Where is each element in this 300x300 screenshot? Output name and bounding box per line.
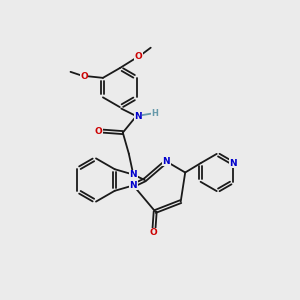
Text: N: N [163,157,170,166]
Text: N: N [229,159,237,168]
Text: N: N [130,181,137,190]
Text: N: N [130,170,137,179]
Text: O: O [80,72,88,81]
Text: H: H [152,109,158,118]
Text: N: N [134,112,142,121]
Text: O: O [150,228,158,237]
Text: O: O [135,52,142,61]
Text: O: O [95,127,103,136]
